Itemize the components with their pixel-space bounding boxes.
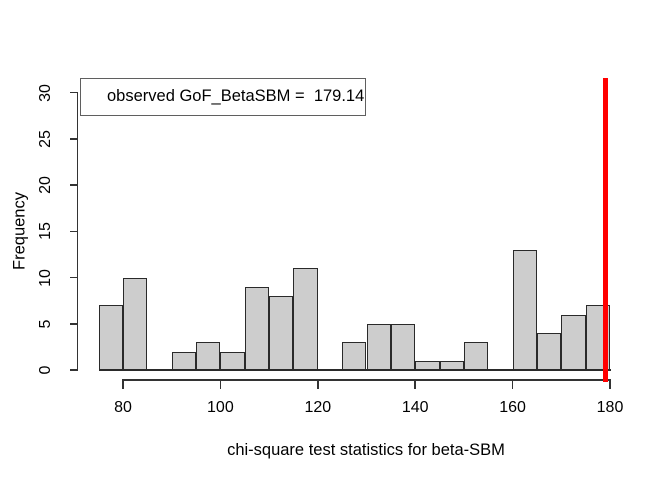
histogram-bar <box>512 249 537 370</box>
y-tick-label: 0 <box>37 365 54 375</box>
x-tick <box>317 380 319 389</box>
histogram-bar <box>390 323 416 370</box>
legend-box: observed GoF_BetaSBM = 179.14 <box>80 78 366 116</box>
y-tick <box>69 138 77 140</box>
y-tick-label: 30 <box>37 83 54 102</box>
x-tick-label: 160 <box>499 399 526 416</box>
histogram-bar <box>220 351 245 370</box>
histogram-bar <box>342 342 367 370</box>
y-tick-label: 25 <box>37 129 54 148</box>
x-tick-label: 80 <box>114 399 132 416</box>
histogram-bar <box>171 351 197 370</box>
x-tick-label: 100 <box>207 399 234 416</box>
histogram-bar <box>244 286 270 370</box>
x-tick <box>219 380 222 389</box>
histogram-bar <box>269 296 294 370</box>
observed-statistic-line <box>603 78 609 382</box>
y-axis-line <box>76 91 79 371</box>
y-tick <box>69 369 77 371</box>
y-tick <box>69 184 77 186</box>
y-axis-title: Frequency <box>10 192 29 270</box>
legend-label: observed GoF_BetaSBM = 179.14 <box>107 87 365 105</box>
y-tick-label: 5 <box>37 319 54 329</box>
histogram-bar <box>463 342 489 370</box>
y-tick-label: 20 <box>37 176 54 194</box>
x-tick-label: 180 <box>596 399 624 416</box>
y-tick <box>69 91 77 94</box>
y-tick <box>69 230 77 232</box>
histogram-bar <box>98 305 123 370</box>
x-tick <box>122 380 124 389</box>
zero-baseline <box>98 369 612 371</box>
x-tick <box>511 380 514 389</box>
x-tick <box>414 380 416 389</box>
x-axis-title: chi-square test statistics for beta-SBM <box>227 441 505 459</box>
histogram-bar <box>293 268 318 370</box>
x-tick-label: 140 <box>401 399 429 416</box>
histogram-bar <box>123 277 148 370</box>
histogram-bar <box>536 333 562 370</box>
x-tick <box>609 380 611 389</box>
y-tick <box>69 276 77 279</box>
histogram-bar <box>561 314 586 370</box>
x-axis-line <box>122 379 611 381</box>
histogram-bar <box>196 342 221 370</box>
histogram-bar <box>366 323 391 370</box>
y-tick <box>69 323 77 325</box>
y-tick-label: 15 <box>37 222 54 241</box>
y-tick-label: 10 <box>37 268 54 287</box>
x-tick-label: 120 <box>304 399 332 416</box>
